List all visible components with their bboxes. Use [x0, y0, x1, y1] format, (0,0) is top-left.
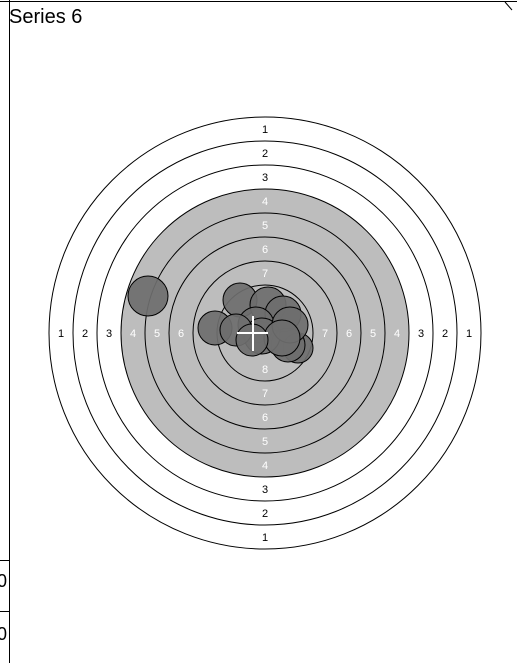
ring-number-bg [56, 326, 66, 339]
ring-number-bg [416, 326, 426, 339]
ring-number-bg [464, 326, 474, 339]
ring-number-bg [260, 482, 270, 495]
ring-number-bg [260, 506, 270, 519]
ring-number-bottom: 5 [262, 436, 268, 448]
ring-number-left: 1 [58, 328, 64, 340]
series-title: Series 6 [9, 6, 83, 28]
ring-number-bottom: 3 [262, 484, 268, 496]
ring-number-left: 6 [178, 328, 184, 340]
ring-number-left: 3 [106, 328, 112, 340]
ring-2 [72, 140, 458, 526]
ring-number-right: 3 [418, 328, 424, 340]
ring-number-bg [440, 326, 450, 339]
ring-4 [120, 188, 410, 478]
ring-numbers: 1 2 3 4 5 6 7 8 7 6 5 4 3 2 1 1 2 3 4 5 6 7 6 5 4 3 2 1 [56, 122, 474, 544]
ring-number-top: 4 [262, 196, 268, 208]
row-value: 0 [0, 624, 8, 644]
ring-1 [48, 116, 482, 550]
ring-number-right: 6 [346, 328, 352, 340]
ring-number-top: 5 [262, 220, 268, 232]
ring-number-top: 3 [262, 172, 268, 184]
ring-number-top: 1 [262, 124, 268, 136]
ring-number-right: 2 [442, 328, 448, 340]
ring-number-bottom: 7 [262, 388, 268, 400]
ring-number-right: 7 [322, 328, 328, 340]
ring-3 [96, 164, 434, 502]
ring-7 [192, 260, 338, 406]
ring-number-right: 4 [394, 328, 400, 340]
ring-number-left: 5 [154, 328, 160, 340]
ring-number-right: 5 [370, 328, 376, 340]
ring-number-bg [260, 122, 270, 135]
ring-number-bg [104, 326, 114, 339]
frame-corner-mark [504, 1, 513, 11]
shot-hole [263, 319, 301, 357]
ring-6 [168, 236, 362, 430]
ring-number-bg [80, 326, 90, 339]
ring-number-top: 2 [262, 148, 268, 160]
ring-lines [48, 116, 482, 550]
ring-5 [144, 212, 386, 454]
ring-number-bottom: 4 [262, 460, 268, 472]
ring-number-left: 2 [82, 328, 88, 340]
ring-number-bg [260, 530, 270, 543]
crosshair-icon [237, 316, 268, 351]
ring-number-right: 1 [466, 328, 472, 340]
ring-number-bottom: 8 [262, 364, 268, 376]
ring-number-bottom: 1 [262, 532, 268, 544]
ring-number-top: 6 [262, 244, 268, 256]
row-value: 0 [0, 571, 8, 591]
ring-number-bg [260, 146, 270, 159]
ring-number-top: 7 [262, 268, 268, 280]
ring-number-bottom: 2 [262, 508, 268, 520]
ring-number-left: 4 [130, 328, 136, 340]
ring-number-bg [260, 170, 270, 183]
shot-hole [127, 275, 169, 317]
ring-number-bottom: 6 [262, 412, 268, 424]
